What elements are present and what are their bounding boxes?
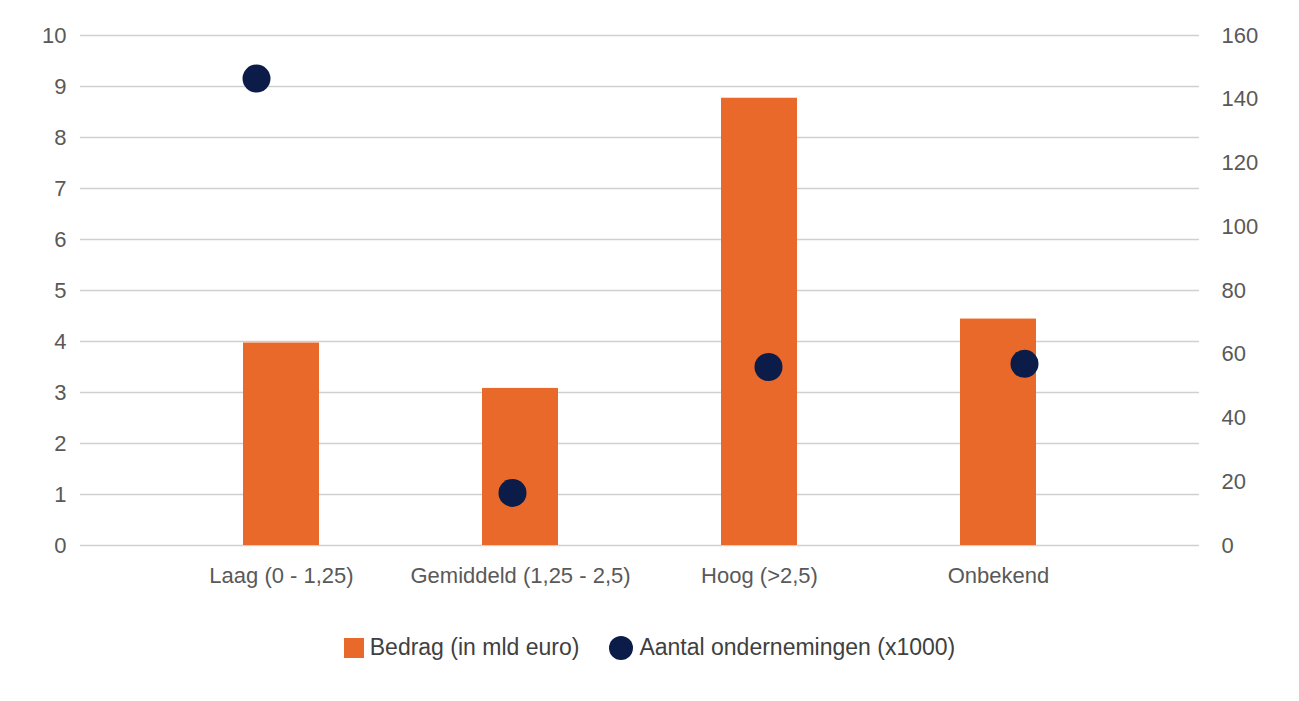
svg-text:1: 1 bbox=[54, 482, 66, 507]
svg-text:120: 120 bbox=[1222, 150, 1259, 175]
html-text:Bedrag (in mld euro): Bedrag (in mld euro) bbox=[369, 634, 580, 660]
svg-text:160: 160 bbox=[1222, 23, 1259, 48]
svg-text:80: 80 bbox=[1222, 278, 1246, 303]
svg-text:7: 7 bbox=[54, 176, 66, 201]
svg-text:10: 10 bbox=[42, 23, 66, 48]
svg-text:9: 9 bbox=[54, 74, 66, 99]
svg-text:40: 40 bbox=[1222, 405, 1246, 430]
svg-text:4: 4 bbox=[54, 329, 66, 354]
svg-text:100: 100 bbox=[1222, 214, 1259, 239]
svg-text:2: 2 bbox=[54, 431, 66, 456]
svg-text:5: 5 bbox=[54, 278, 66, 303]
svg-text:3: 3 bbox=[54, 380, 66, 405]
svg-text:0: 0 bbox=[1222, 533, 1234, 558]
svg-text:60: 60 bbox=[1222, 341, 1246, 366]
html-text:Aantal ondernemingen (x1000): Aantal ondernemingen (x1000) bbox=[639, 634, 956, 660]
svg-text:8: 8 bbox=[54, 125, 66, 150]
svg-text:6: 6 bbox=[54, 227, 66, 252]
svg-text:Hoog (>2,5): Hoog (>2,5) bbox=[701, 563, 818, 588]
svg-text:20: 20 bbox=[1222, 469, 1246, 494]
svg-text:Laag (0 - 1,25): Laag (0 - 1,25) bbox=[209, 563, 353, 588]
svg-text:140: 140 bbox=[1222, 86, 1259, 111]
svg-text:0: 0 bbox=[54, 533, 66, 558]
svg-text:Onbekend: Onbekend bbox=[948, 563, 1050, 588]
svg-text:Gemiddeld (1,25 - 2,5): Gemiddeld (1,25 - 2,5) bbox=[410, 563, 630, 588]
